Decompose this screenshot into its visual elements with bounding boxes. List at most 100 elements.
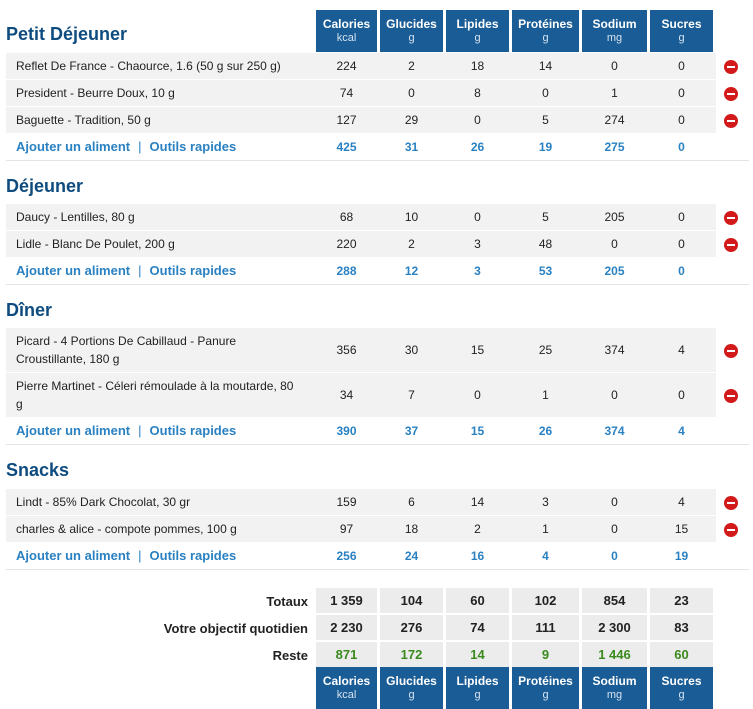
summary-value: 9	[512, 642, 579, 667]
remove-food-icon[interactable]	[724, 210, 738, 225]
summary-value: 1 359	[316, 588, 377, 613]
meal-total-value: 374	[604, 424, 625, 438]
nutrient-value: 1	[512, 373, 579, 417]
row-divider	[6, 284, 749, 285]
nutrient-value: 8	[446, 80, 509, 106]
nutrient-value: 274	[582, 107, 647, 133]
meal-total-value: 390	[336, 424, 357, 438]
summary-value: 2 230	[316, 615, 377, 640]
meal-total-value: 15	[470, 424, 485, 438]
nutrient-value: 0	[446, 373, 509, 417]
remove-food-icon[interactable]	[724, 237, 738, 252]
nutrient-value: 0	[446, 204, 509, 230]
nutrient-value: 34	[316, 373, 377, 417]
nutrient-value: 0	[446, 107, 509, 133]
nutrient-value: 18	[446, 53, 509, 79]
food-name[interactable]: Lidle - Blanc De Poulet, 200 g	[6, 231, 309, 257]
food-name[interactable]: President - Beurre Doux, 10 g	[6, 80, 309, 106]
row-separator	[6, 230, 712, 231]
column-name: Glucides	[386, 674, 437, 688]
food-row: Lindt - 85% Dark Chocolat, 30 gr 159 6 14 3 0…	[6, 489, 749, 516]
meal-total-row: Ajouter un aliment | Outils rapides 256 24 16…	[6, 543, 749, 570]
meal-total-value: 19	[538, 140, 553, 154]
row-separator	[6, 542, 712, 543]
meal-total-value: 16	[470, 549, 485, 563]
food-name[interactable]: Reflet De France - Chaource, 1.6 (50 g s…	[6, 53, 309, 79]
row-separator	[6, 133, 712, 134]
meal-total-value: 4	[678, 424, 685, 438]
action-separator: |	[138, 548, 142, 563]
food-name[interactable]: Lindt - 85% Dark Chocolat, 30 gr	[6, 489, 309, 515]
remove-food-icon[interactable]	[724, 59, 738, 74]
meal-title: Snacks	[6, 460, 70, 480]
remove-food-icon[interactable]	[724, 495, 738, 510]
nutrient-value: 205	[582, 204, 647, 230]
meal-title: Dîner	[6, 300, 53, 320]
column-unit: kcal	[336, 32, 357, 44]
column-header-sucres: Sucres g	[650, 667, 713, 709]
quick-tools-link[interactable]: Outils rapides	[149, 263, 237, 278]
nutrient-value: 4	[650, 328, 713, 372]
meal-total-value: 19	[674, 549, 689, 563]
nutrient-value: 127	[316, 107, 377, 133]
nutrient-value: 18	[380, 516, 443, 542]
nutrient-value: 74	[316, 80, 377, 106]
nutrient-value: 15	[446, 328, 509, 372]
column-header-sodium: Sodium mg	[582, 10, 647, 52]
meal-total-value: 24	[404, 549, 419, 563]
nutrient-value: 25	[512, 328, 579, 372]
quick-tools-link[interactable]: Outils rapides	[149, 139, 237, 154]
meal-total-value: 26	[538, 424, 553, 438]
meal-total-value: 425	[336, 140, 357, 154]
row-separator	[6, 372, 712, 373]
remove-food-icon[interactable]	[724, 113, 738, 128]
nutrient-value: 2	[380, 231, 443, 257]
column-unit: g	[408, 32, 415, 44]
food-name[interactable]: Daucy - Lentilles, 80 g	[6, 204, 309, 230]
add-food-link[interactable]: Ajouter un aliment	[16, 548, 131, 563]
quick-tools-link[interactable]: Outils rapides	[149, 548, 237, 563]
meal-total-value: 205	[604, 264, 625, 278]
nutrient-value: 0	[582, 489, 647, 515]
meal-total-value: 12	[404, 264, 419, 278]
column-unit: g	[474, 689, 481, 701]
nutrient-value: 0	[650, 80, 713, 106]
nutrient-value: 224	[316, 53, 377, 79]
column-header-glucides: Glucides g	[380, 667, 443, 709]
meal-actions: Ajouter un aliment | Outils rapides	[6, 543, 309, 569]
summary-value: 854	[582, 588, 647, 613]
action-separator: |	[138, 139, 142, 154]
nutrient-value: 159	[316, 489, 377, 515]
summary-label-remaining: Reste	[272, 648, 308, 663]
row-separator	[6, 417, 712, 418]
nutrient-value: 97	[316, 516, 377, 542]
nutrient-value: 0	[582, 516, 647, 542]
remove-food-icon[interactable]	[724, 522, 738, 537]
remove-food-icon[interactable]	[724, 388, 738, 403]
food-name[interactable]: charles & alice - compote pommes, 100 g	[6, 516, 309, 542]
food-name[interactable]: Baguette - Tradition, 50 g	[6, 107, 309, 133]
remove-food-icon[interactable]	[724, 343, 738, 358]
column-header-protéines: Protéines g	[512, 667, 579, 709]
summary-value: 1 446	[582, 642, 647, 667]
nutrient-value: 356	[316, 328, 377, 372]
food-name[interactable]: Picard - 4 Portions De Cabillaud - Panur…	[6, 328, 309, 372]
nutrient-value: 30	[380, 328, 443, 372]
nutrient-value: 3	[446, 231, 509, 257]
add-food-link[interactable]: Ajouter un aliment	[16, 423, 131, 438]
add-food-link[interactable]: Ajouter un aliment	[16, 263, 131, 278]
quick-tools-link[interactable]: Outils rapides	[149, 423, 237, 438]
summary-value: 2 300	[582, 615, 647, 640]
row-separator	[6, 515, 712, 516]
nutrient-value: 0	[582, 231, 647, 257]
meal-total-value: 256	[336, 549, 357, 563]
food-name[interactable]: Pierre Martinet - Céleri rémoulade à la …	[6, 373, 309, 417]
row-divider	[6, 569, 749, 570]
nutrient-value: 14	[512, 53, 579, 79]
column-header-calories: Calories kcal	[316, 667, 377, 709]
remove-food-icon[interactable]	[724, 86, 738, 101]
meal-total-row: Ajouter un aliment | Outils rapides 425 31 26…	[6, 134, 749, 161]
meal-total-value: 31	[404, 140, 419, 154]
add-food-link[interactable]: Ajouter un aliment	[16, 139, 131, 154]
column-unit: g	[678, 32, 685, 44]
